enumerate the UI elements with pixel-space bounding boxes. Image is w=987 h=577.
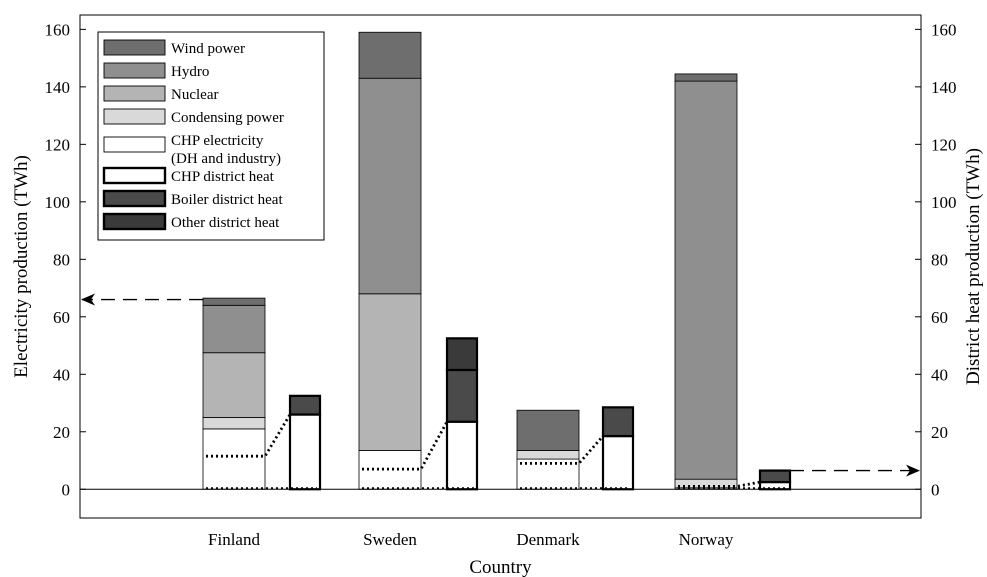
y-axis-label-left: Electricity production (TWh) [11, 155, 32, 378]
legend-swatch [103, 62, 166, 79]
heat-bar-chp [445, 420, 479, 491]
legend-label: (DH and industry) [171, 151, 281, 167]
right-tick-label: 80 [931, 250, 948, 269]
heat-bar-chp [601, 434, 635, 491]
annotations [81, 293, 920, 477]
legend-swatch [103, 85, 166, 102]
electricity-bar-nuclear [358, 293, 422, 451]
heat-bar-boiler [445, 368, 479, 423]
legend-swatch [103, 39, 166, 56]
dotted-link-chp [362, 421, 449, 471]
left-tick-label: 100 [45, 193, 71, 212]
legend-label: Wind power [171, 41, 245, 57]
heat-bar-other [445, 337, 479, 372]
electricity-bar-hydro [358, 77, 422, 295]
legend-swatch [103, 136, 166, 153]
left-tick-label: 60 [53, 308, 70, 327]
legend-label: Condensing power [171, 110, 284, 126]
plot-frame [79, 14, 922, 519]
x-tick-label: Denmark [516, 530, 580, 549]
right-tick-label: 60 [931, 308, 948, 327]
legend-label: Other district heat [171, 215, 280, 231]
dotted-link-chp [206, 413, 292, 458]
dotted-links [206, 413, 787, 490]
legend-swatch [103, 108, 166, 125]
legend-label: Boiler district heat [171, 192, 283, 208]
electricity-bar-condensing [516, 450, 580, 460]
legend-label: CHP electricity [171, 133, 264, 149]
right-tick-label: 40 [931, 365, 948, 384]
right-tick-label: 20 [931, 423, 948, 442]
x-axis-label: Country [469, 557, 532, 577]
x-tick-label: Finland [208, 530, 260, 549]
electricity-bar-nuclear [202, 352, 266, 418]
legend-label: Hydro [171, 64, 209, 80]
heat-bar-chp [288, 413, 322, 491]
legend-swatch [102, 189, 167, 208]
right-tick-label: 120 [931, 135, 957, 154]
heat-bar-boiler [601, 406, 635, 438]
x-tick-label: Sweden [363, 530, 417, 549]
left-tick-label: 140 [45, 78, 71, 97]
left-tick-label: 120 [45, 135, 71, 154]
y-axis-label-right: District heat production (TWh) [963, 148, 984, 385]
x-tick-label: Norway [679, 530, 734, 549]
electricity-bar-hydro [202, 304, 266, 354]
electricity-bar-wind [516, 409, 580, 451]
electricity-bar-condensing [202, 416, 266, 430]
heat-bar-boiler [758, 469, 792, 484]
heat-bar-boiler [288, 394, 322, 416]
right-tick-label: 0 [931, 480, 940, 499]
legend-label: Nuclear [171, 87, 218, 103]
legend-swatch [102, 212, 167, 231]
electricity-bar-wind [674, 73, 738, 82]
legend: Wind power Hydro Nuclear Condensing power CH… [97, 31, 325, 241]
electricity-bar-wind [202, 297, 266, 306]
left-tick-label: 40 [53, 365, 70, 384]
left-tick-label: 0 [62, 480, 71, 499]
left-tick-label: 80 [53, 250, 70, 269]
left-tick-label: 160 [45, 20, 71, 39]
electricity-bar-hydro [674, 80, 738, 480]
left-tick-label: 20 [53, 423, 70, 442]
electricity-bar-wind [358, 31, 422, 79]
legend-swatch [102, 166, 167, 185]
bars-group [202, 31, 792, 491]
right-tick-label: 140 [931, 78, 957, 97]
legend-label: CHP district heat [171, 169, 275, 185]
right-tick-label: 100 [931, 193, 957, 212]
right-tick-label: 160 [931, 20, 957, 39]
electricity-bar-chp [202, 428, 266, 490]
